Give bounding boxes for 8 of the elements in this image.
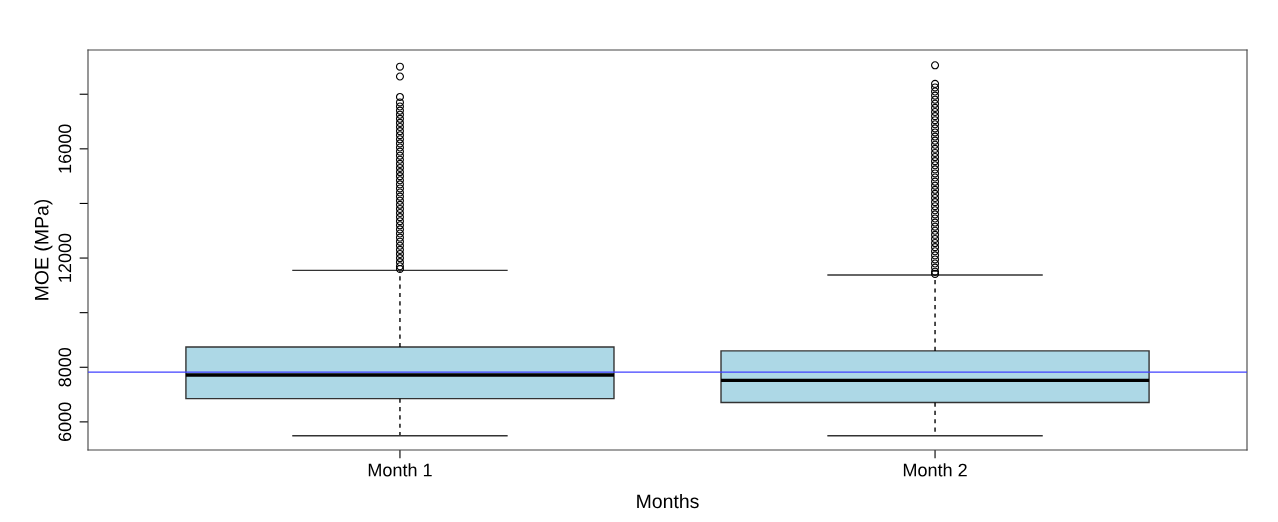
y-tick-label: 16000: [58, 124, 72, 173]
x-axis-title: Months: [637, 493, 699, 509]
x-tick-label: Month 1: [368, 463, 432, 477]
y-tick-label: 6000: [58, 402, 72, 442]
y-tick-label: 8000: [58, 347, 72, 387]
x-tick-label: Month 2: [903, 463, 967, 477]
y-axis-title: MOE (MPa): [34, 199, 53, 300]
y-tick-label: 12000: [58, 233, 72, 282]
